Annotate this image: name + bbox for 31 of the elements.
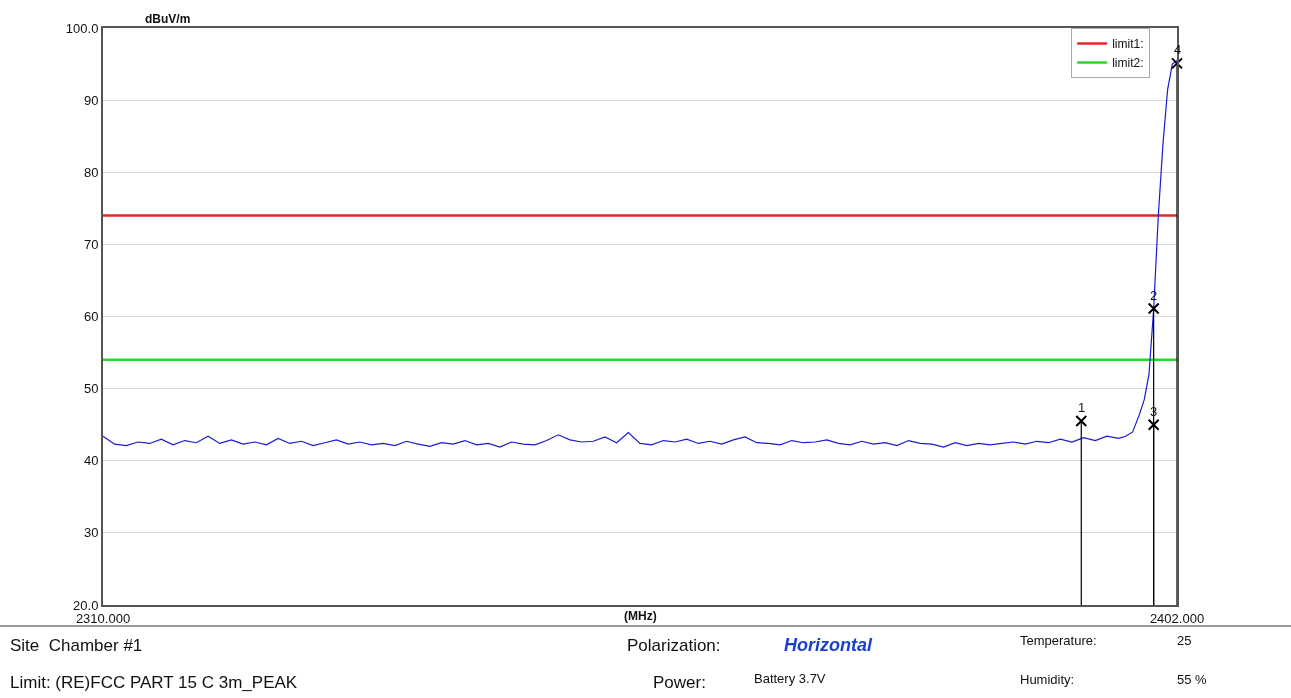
text: 55 % xyxy=(1177,672,1208,687)
text: Horizontal xyxy=(784,635,873,655)
text: 25 xyxy=(1177,633,1192,648)
x-tick-label: 2402.000 xyxy=(1149,610,1205,626)
y-tick-label: 100.0 xyxy=(65,20,99,36)
text: Site Chamber #1 xyxy=(10,636,143,655)
point xyxy=(1075,415,1088,428)
text: Limit: (RE)FCC PART 15 C 3m_PEAK xyxy=(10,673,298,692)
y-tick-label: 30 xyxy=(83,525,99,541)
y-tick-label: 40 xyxy=(83,453,99,469)
text: Humidity: xyxy=(1020,672,1075,687)
y-axis-title: dBuV/m xyxy=(145,12,191,26)
y-tick-label: 90 xyxy=(83,92,99,108)
text: Power: xyxy=(653,673,706,692)
legend-label: limit2: xyxy=(1112,56,1144,71)
text: Temperature: xyxy=(1020,633,1097,648)
legend-label: limit1: xyxy=(1112,37,1144,52)
point xyxy=(1147,418,1160,431)
point xyxy=(1147,302,1160,315)
line-series xyxy=(103,59,1177,448)
x-axis-title: (MHz) xyxy=(624,609,657,623)
y-tick-label: 70 xyxy=(83,236,99,252)
y-tick-label: 60 xyxy=(83,309,99,325)
y-tick-label: 50 xyxy=(83,381,99,397)
point xyxy=(1171,57,1183,70)
text: Polarization: xyxy=(627,636,721,655)
annotation: 1 xyxy=(1078,400,1086,415)
text: Battery 3.7V xyxy=(754,671,826,686)
y-tick-label: 80 xyxy=(83,164,99,180)
x-tick-label: 2310.000 xyxy=(75,610,131,626)
y-tick-label: 20.0 xyxy=(73,597,99,613)
